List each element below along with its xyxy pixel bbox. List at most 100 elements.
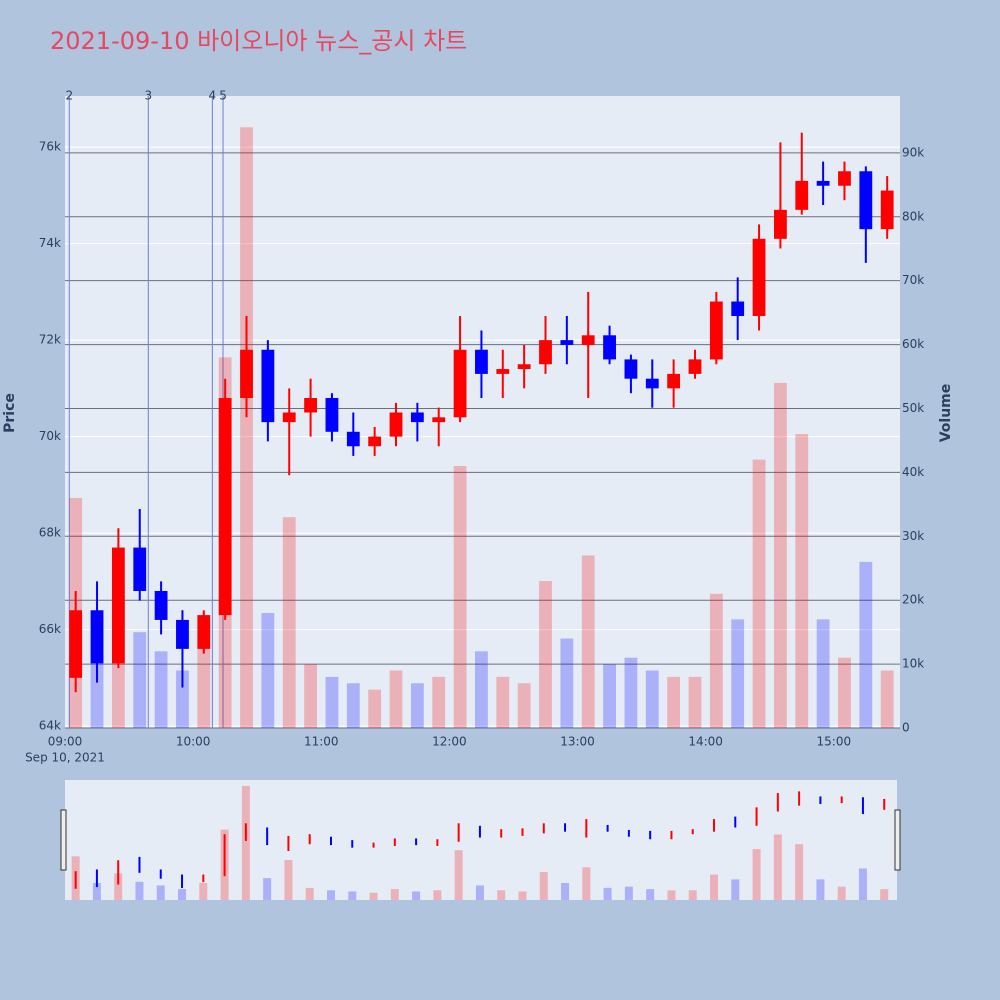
- mini-volume-bar: [688, 890, 697, 900]
- volume-bar: [346, 683, 360, 728]
- mini-volume-bar: [263, 878, 272, 900]
- y2-tick-label: 30k: [902, 529, 924, 543]
- candle-body: [304, 398, 317, 413]
- mini-volume-bar: [305, 887, 314, 900]
- volume-bar: [560, 638, 574, 728]
- candle-body: [410, 412, 424, 423]
- y2-tick-label: 80k: [902, 209, 924, 223]
- mini-volume-bar: [114, 873, 123, 900]
- volume-bar: [645, 670, 659, 728]
- mini-volume-bar: [582, 867, 591, 900]
- mini-volume-bar: [795, 844, 804, 900]
- mini-volume-bar: [752, 849, 761, 900]
- y2-tick-label: 70k: [902, 273, 924, 287]
- mini-volume-bar: [284, 859, 293, 900]
- volume-bar: [624, 657, 638, 728]
- candle-body: [133, 547, 147, 591]
- candle-body: [368, 436, 382, 447]
- x-tick-label: 09:00: [48, 735, 83, 749]
- volume-bar: [154, 651, 168, 728]
- mini-volume-bar: [497, 890, 506, 900]
- volume-bar: [774, 382, 787, 728]
- candle-body: [218, 398, 232, 616]
- candle-body: [69, 610, 83, 678]
- mini-volume-bar: [412, 891, 421, 900]
- candle-body: [261, 349, 275, 423]
- mini-volume-bar: [858, 868, 867, 900]
- candle-body: [645, 378, 659, 389]
- y2-tick-label: 90k: [902, 145, 924, 159]
- candle-body: [539, 340, 552, 365]
- candle-body: [496, 369, 510, 374]
- volume-bar: [389, 670, 403, 728]
- candle-body: [432, 417, 446, 423]
- mini-volume-bar: [92, 883, 101, 900]
- y-tick-label: 76k: [39, 140, 61, 154]
- volume-bar: [453, 465, 467, 728]
- volume-bar: [838, 657, 851, 728]
- mini-volume-bar: [433, 890, 442, 900]
- y2-axis-title: Volume: [938, 384, 954, 443]
- mini-volume-bar: [390, 889, 399, 900]
- chart-title: 2021-09-10 바이오니아 뉴스_공시 차트: [50, 27, 467, 55]
- candle-body: [880, 190, 894, 230]
- y2-tick-label: 50k: [902, 401, 924, 415]
- mini-volume-bar: [518, 891, 527, 900]
- x-tick-label: 14:00: [688, 735, 723, 749]
- y-axis-title: Price: [2, 393, 18, 433]
- mini-volume-bar: [731, 879, 740, 900]
- volume-bar: [432, 676, 446, 728]
- mini-volume-bar: [454, 850, 463, 900]
- volume-bar: [368, 689, 382, 728]
- mini-volume-bar: [837, 886, 846, 900]
- y-tick-label: 72k: [39, 333, 61, 347]
- candle-body: [816, 180, 830, 186]
- candle-body: [709, 301, 723, 360]
- volume-bar: [667, 676, 681, 728]
- candle-body: [838, 171, 851, 186]
- volume-bar: [581, 555, 595, 728]
- event-label: 3: [144, 89, 152, 103]
- volume-bar: [410, 683, 424, 728]
- candle-body: [90, 610, 104, 664]
- volume-bar: [261, 612, 275, 728]
- volume-bar: [176, 670, 189, 728]
- mini-volume-bar: [880, 889, 889, 900]
- candle-body: [603, 335, 616, 360]
- candle-body: [346, 431, 360, 447]
- y2-tick-label: 20k: [902, 593, 924, 607]
- event-label: 5: [219, 89, 227, 103]
- mini-volume-bar: [348, 891, 357, 900]
- candle-body: [325, 398, 339, 432]
- candle-body: [517, 364, 531, 370]
- range-handle[interactable]: [60, 809, 67, 871]
- mini-volume-bar: [561, 883, 570, 900]
- volume-bar: [325, 676, 339, 728]
- volume-bar: [240, 127, 253, 728]
- y2-tick-label: 60k: [902, 337, 924, 351]
- volume-bar: [731, 619, 745, 728]
- mini-volume-bar: [178, 889, 187, 900]
- candle-body: [240, 349, 253, 399]
- y-tick-label: 68k: [39, 526, 61, 540]
- range-slider[interactable]: [65, 780, 897, 900]
- volume-bar: [539, 581, 552, 728]
- volume-bar: [304, 664, 317, 728]
- mini-volume-bar: [816, 879, 825, 900]
- volume-bar: [859, 561, 873, 728]
- mini-volume-bar: [241, 785, 250, 900]
- candle-body: [731, 301, 745, 316]
- candle-body: [475, 349, 488, 374]
- event-label: 4: [209, 89, 217, 103]
- mini-volume-bar: [603, 887, 612, 900]
- mini-volume-bar: [199, 883, 208, 900]
- volume-bar: [709, 593, 723, 728]
- candle-body: [197, 615, 211, 649]
- range-handle[interactable]: [894, 809, 901, 871]
- candle-body: [560, 340, 574, 345]
- event-label: 2: [65, 89, 73, 103]
- candle-body: [111, 547, 125, 664]
- candle-body: [581, 335, 595, 345]
